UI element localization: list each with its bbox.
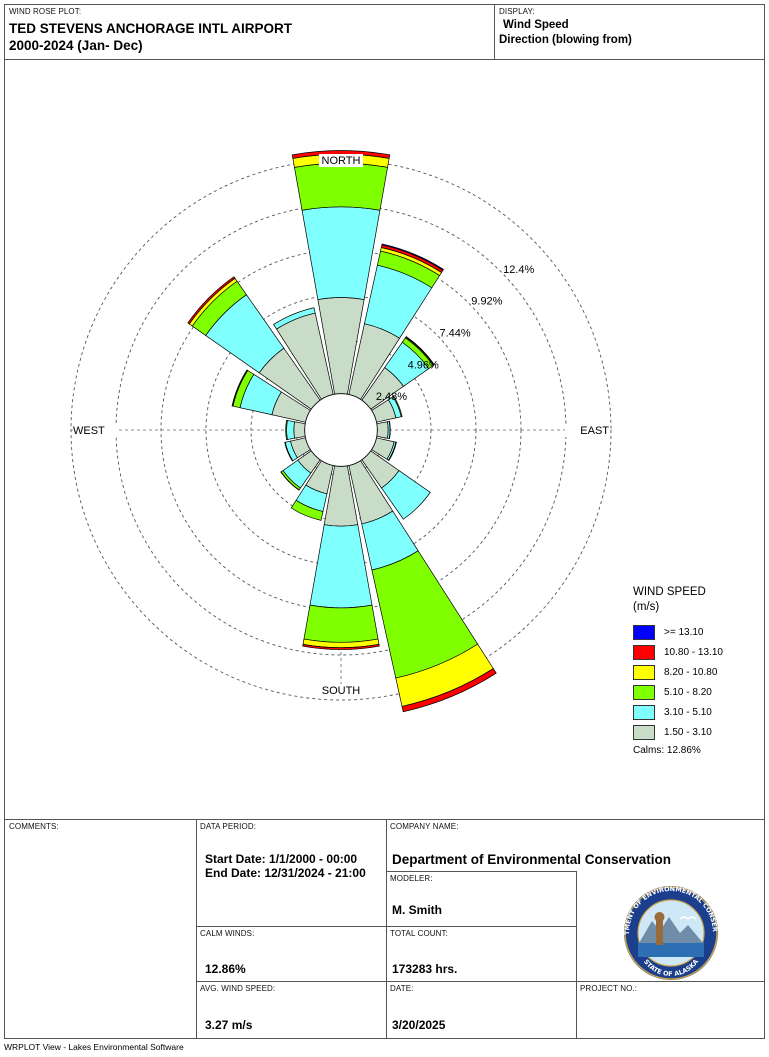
footer-divider-3 [576,871,577,1038]
comments-caption: COMMENTS: [9,822,59,831]
modeler-name: M. Smith [392,903,442,917]
legend-label: >= 13.10 [664,627,704,638]
modeler-cell: MODELER: M. Smith [386,871,576,926]
comments-cell: COMMENTS: [5,819,196,1038]
wind-rose-chart: 2.48% 4.96% 7.44% 9.92% 12.4% NORTH SOUTH EAST W… [70,150,612,713]
legend-swatch [633,725,655,740]
rose-petal-segment [405,336,435,366]
ring-percent-label: 4.96% [408,359,439,371]
header-divider [5,59,764,60]
rose-petal-segment [293,421,306,439]
rose-petal-segment [381,243,444,271]
date-cell: DATE: 3/20/2025 [386,981,576,1038]
direction-label-backing [319,154,363,167]
calm-circle [304,393,378,467]
project-caption: PROJECT NO.: [580,984,638,993]
legend-swatch [633,685,655,700]
company-cell: COMPANY NAME: Department of Environmenta… [386,819,764,871]
calm-winds-cell: CALM WINDS: 12.86% [196,926,386,981]
station-title: TED STEVENS ANCHORAGE INTL AIRPORT [9,21,293,36]
ring-percent-label: 2.48% [376,391,407,403]
alaska-dec-seal-icon: DEPARTMENT OF ENVIRONMENTAL CONSERVATION… [576,871,719,980]
software-credit: WRPLOT View - Lakes Environmental Softwa… [4,1042,184,1052]
display-line-2: Direction (blowing from) [499,34,632,46]
direction-label-north: NORTH [322,155,361,167]
legend-swatch [633,665,655,680]
rose-petal-segment [392,395,403,418]
direction-label-backing [319,684,363,697]
ring-percent-label: 7.44% [439,328,470,340]
rose-petal-segment [280,471,300,491]
avg-speed-cell: AVG. WIND SPEED: 3.27 m/s [196,981,386,1038]
total-count-cell: TOTAL COUNT: 173283 hrs. [386,926,576,981]
footer-divider-4 [386,871,576,872]
period-title: 2000-2024 (Jan- Dec) [9,38,143,53]
plot-title-block: WIND ROSE PLOT: TED STEVENS ANCHORAGE IN… [5,5,495,59]
ring-percent-label: 9.92% [471,296,502,308]
legend-swatch [633,645,655,660]
display-caption: DISPLAY: [499,7,535,16]
rose-petal-segment [302,643,380,650]
footer-divider-2 [386,819,387,1038]
rose-petal-segment [303,604,379,643]
seal-cell: DEPARTMENT OF ENVIRONMENTAL CONSERVATION… [576,871,764,981]
rose-petal-segment [231,369,248,407]
calm-winds-caption: CALM WINDS: [200,929,255,938]
footer-divider-1 [196,819,197,1038]
end-date: End Date: 12/31/2024 - 21:00 [205,866,366,880]
avg-speed-caption: AVG. WIND SPEED: [200,984,276,993]
rose-petal-segment [285,419,288,441]
display-line-1: Wind Speed [503,19,569,31]
direction-label-south: SOUTH [322,685,361,697]
footer-divider-5 [196,926,576,927]
avg-speed-value: 3.27 m/s [205,1018,253,1032]
modeler-caption: MODELER: [390,874,433,883]
legend-label: 3.10 - 5.10 [664,707,712,718]
legend-swatch [633,705,655,720]
legend-label: 10.80 - 13.10 [664,647,723,658]
rose-petal-segment [286,420,295,440]
direction-label-backing [73,424,117,437]
rose-petal-segment [294,162,388,211]
direction-label-backing [565,424,609,437]
data-period-caption: DATA PERIOD: [200,822,257,831]
company-caption: COMPANY NAME: [390,822,459,831]
rose-petal-segment [387,441,397,462]
rose-petal-segment [381,470,431,520]
wind-speed-legend: WIND SPEED (m/s) >= 13.10 10.80 - 13.10 … [633,585,753,756]
legend-swatch [633,625,655,640]
rose-petal-segment [290,499,324,521]
legend-title: WIND SPEED [633,586,706,598]
date-value: 3/20/2025 [392,1018,446,1032]
calm-winds-value: 12.86% [205,962,246,976]
total-count-caption: TOTAL COUNT: [390,929,448,938]
rose-petal-segment [388,420,391,440]
rose-petal-segment [401,668,497,713]
rose-petal-segment [301,206,381,300]
footer-divider-6 [196,981,764,982]
rose-petal-segment [284,441,294,462]
direction-label-west: WEST [73,425,105,437]
display-block: DISPLAY: Wind Speed Direction (blowing f… [495,5,764,59]
rose-petal-segment [376,421,389,439]
legend-calms: Calms: 12.86% [633,745,701,756]
legend-units: (m/s) [633,601,660,613]
legend-label: 1.50 - 3.10 [664,727,712,738]
report-frame: WIND ROSE PLOT: TED STEVENS ANCHORAGE IN… [4,4,765,1039]
footer-top-divider [5,819,764,820]
company-name: Department of Environmental Conservation [392,852,672,867]
start-date: Start Date: 1/1/2000 - 00:00 [205,852,358,866]
rose-petal-segment [309,524,373,609]
ring-percent-label: 12.4% [503,264,534,276]
date-caption: DATE: [390,984,414,993]
direction-label-east: EAST [580,425,609,437]
plot-caption: WIND ROSE PLOT: [9,7,82,16]
data-period-cell: DATA PERIOD: Start Date: 1/1/2000 - 00:0… [196,819,386,926]
rose-petal-segment [187,276,236,325]
total-count-value: 173283 hrs. [392,962,458,976]
legend-label: 8.20 - 10.80 [664,667,718,678]
legend-label: 5.10 - 8.20 [664,687,712,698]
rose-petal-segment [273,307,316,330]
project-cell: PROJECT NO.: [576,981,764,1038]
